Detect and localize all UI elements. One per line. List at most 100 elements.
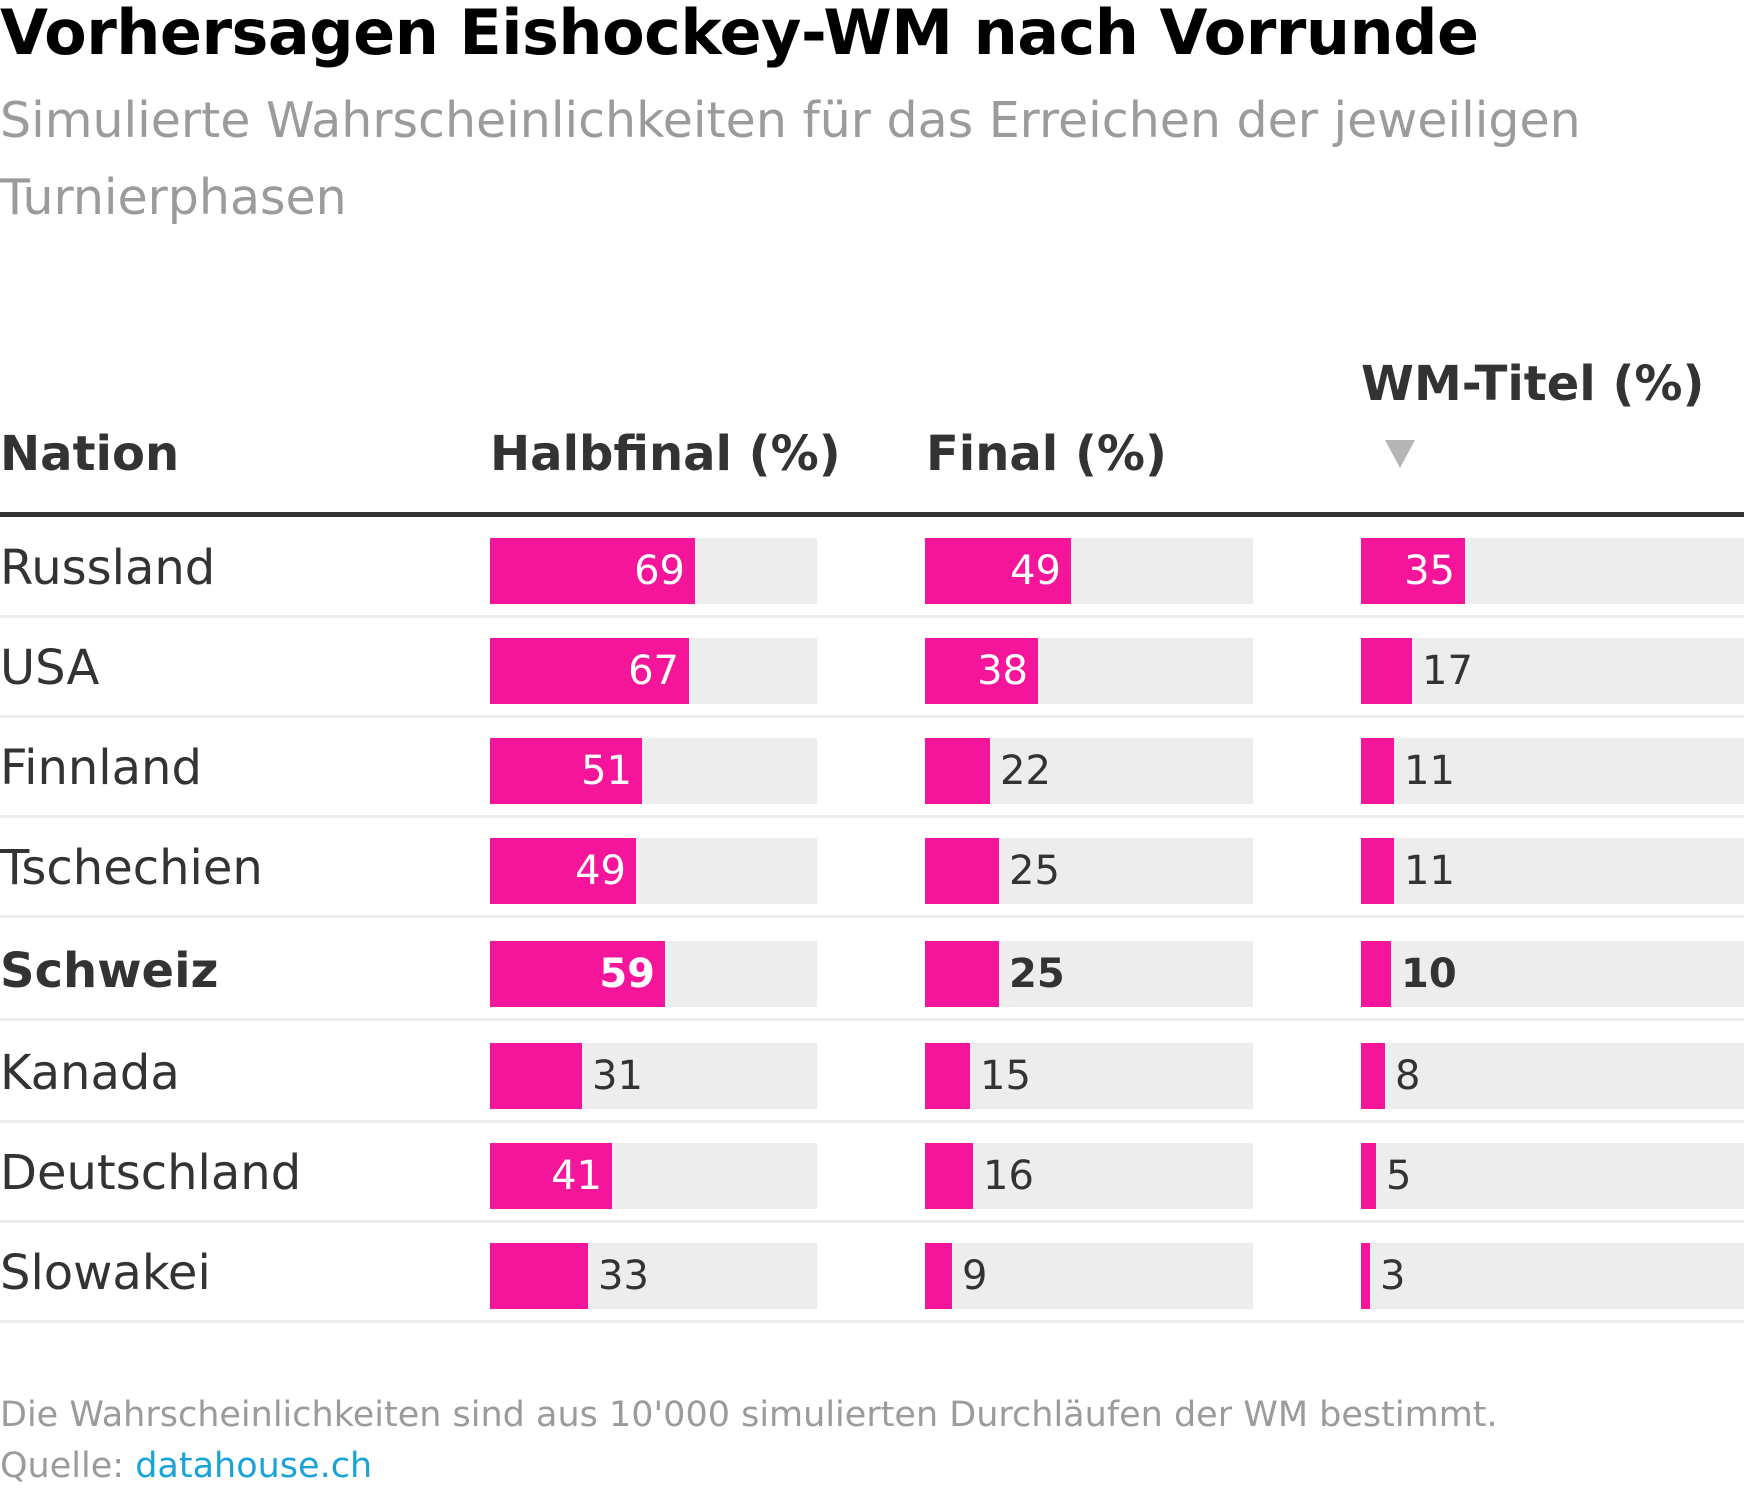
final-bar [925,1143,973,1209]
nation-label: Kanada [0,1045,180,1101]
halbfinal-bar-track: 49 [490,838,817,904]
wm-titel-value-label: 8 [1395,1053,1421,1099]
footer-note: Die Wahrscheinlichkeiten sind aus 10'000… [0,1395,1498,1435]
wm-titel-value-label: 17 [1422,648,1473,694]
wm-titel-value-label: 35 [1404,548,1455,594]
halbfinal-bar-track: 31 [490,1043,817,1109]
column-header-wm-titel[interactable]: WM-Titel (%) [1361,356,1705,412]
wm-titel-bar-track: 10 [1361,941,1744,1007]
final-bar-track: 49 [925,538,1253,604]
halbfinal-bar [490,838,636,904]
final-bar-track: 22 [925,738,1253,804]
final-value-label: 15 [980,1053,1031,1099]
halbfinal-value-label: 59 [599,951,655,997]
wm-titel-bar [1361,638,1412,704]
footer-source: Quelle: datahouse.ch [0,1446,372,1486]
wm-titel-bar-track: 3 [1361,1243,1744,1309]
table-row: Russland 69 49 35 [0,518,1744,618]
halbfinal-bar-track: 33 [490,1243,817,1309]
halbfinal-value-label: 41 [551,1153,602,1199]
final-bar [925,638,1038,704]
wm-titel-bar [1361,941,1391,1007]
final-bar-track: 16 [925,1143,1253,1209]
source-label: Quelle: [0,1446,125,1486]
column-header-nation[interactable]: Nation [0,426,180,482]
wm-titel-value-label: 5 [1386,1153,1412,1199]
wm-titel-bar-track: 11 [1361,738,1744,804]
wm-titel-value-label: 11 [1404,748,1455,794]
wm-titel-value-label: 10 [1401,951,1457,997]
nation-label: Tschechien [0,840,263,896]
halbfinal-bar [490,1043,582,1109]
wm-titel-bar-track: 8 [1361,1043,1744,1109]
wm-titel-bar [1361,838,1394,904]
wm-titel-value-label: 3 [1380,1253,1406,1299]
table-row: Finnland 51 22 11 [0,718,1744,818]
nation-label: Schweiz [0,943,219,999]
final-bar [925,538,1071,604]
halbfinal-bar [490,638,689,704]
wm-titel-bar [1361,538,1465,604]
halbfinal-value-label: 49 [575,848,626,894]
wm-titel-bar-track: 17 [1361,638,1744,704]
final-bar-track: 25 [925,838,1253,904]
final-bar-track: 9 [925,1243,1253,1309]
wm-titel-bar-track: 11 [1361,838,1744,904]
table-row: Schweiz 59 25 10 [0,921,1744,1021]
final-bar [925,738,990,804]
final-value-label: 9 [962,1253,988,1299]
halbfinal-bar [490,941,665,1007]
final-bar-track: 15 [925,1043,1253,1109]
column-header-halbfinal[interactable]: Halbfinal (%) [490,426,841,482]
halbfinal-value-label: 67 [628,648,679,694]
halbfinal-bar [490,1143,612,1209]
chart-subtitle: Simulierte Wahrscheinlichkeiten für das … [0,92,1581,226]
table-row: Tschechien 49 25 11 [0,818,1744,918]
halbfinal-bar-track: 51 [490,738,817,804]
final-bar [925,1043,970,1109]
final-value-label: 16 [983,1153,1034,1199]
sort-descending-icon[interactable] [1385,440,1415,468]
halbfinal-value-label: 31 [592,1053,643,1099]
halbfinal-bar-track: 59 [490,941,817,1007]
wm-titel-bar-track: 5 [1361,1143,1744,1209]
chart-title: Vorhersagen Eishockey-WM nach Vorrunde [0,0,1479,69]
final-value-label: 49 [1010,548,1061,594]
final-bar [925,1243,952,1309]
nation-label: Slowakei [0,1245,211,1301]
halbfinal-value-label: 33 [598,1253,649,1299]
table-row: Kanada 31 15 8 [0,1023,1744,1123]
source-link[interactable]: datahouse.ch [135,1446,373,1486]
final-bar [925,941,999,1007]
nation-label: USA [0,640,100,696]
halbfinal-bar [490,1243,588,1309]
final-bar [925,838,999,904]
table-row: USA 67 38 17 [0,618,1744,718]
nation-label: Deutschland [0,1145,302,1201]
wm-titel-bar [1361,1143,1376,1209]
halbfinal-bar-track: 41 [490,1143,817,1209]
wm-titel-bar [1361,1043,1385,1109]
final-value-label: 25 [1009,848,1060,894]
wm-titel-bar [1361,1243,1370,1309]
wm-titel-bar-track: 35 [1361,538,1744,604]
final-bar-track: 38 [925,638,1253,704]
nation-label: Finnland [0,740,202,796]
halbfinal-bar-track: 67 [490,638,817,704]
halbfinal-value-label: 69 [634,548,685,594]
halbfinal-bar [490,538,695,604]
halbfinal-value-label: 51 [581,748,632,794]
halbfinal-bar [490,738,642,804]
final-bar-track: 25 [925,941,1253,1007]
nation-label: Russland [0,540,216,596]
final-value-label: 22 [1000,748,1051,794]
final-value-label: 38 [977,648,1028,694]
header-rule [0,512,1744,517]
halbfinal-bar-track: 69 [490,538,817,604]
wm-titel-value-label: 11 [1404,848,1455,894]
table-row: Slowakei 33 9 3 [0,1223,1744,1323]
wm-titel-bar [1361,738,1394,804]
column-header-final[interactable]: Final (%) [926,426,1167,482]
table-row: Deutschland 41 16 5 [0,1123,1744,1223]
final-value-label: 25 [1009,951,1065,997]
